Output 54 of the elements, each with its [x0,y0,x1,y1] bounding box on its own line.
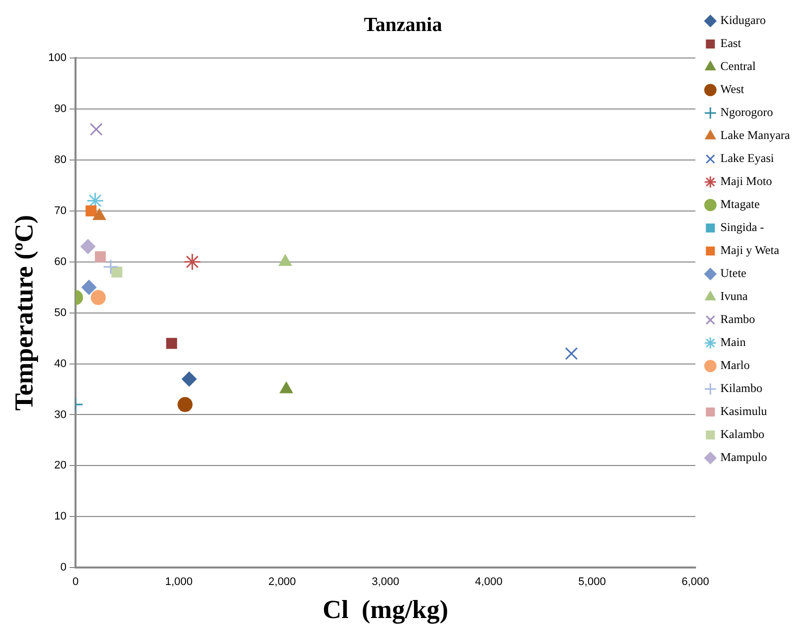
legend-label: Maji Moto [720,174,772,188]
y-tick-label: 20 [54,460,67,472]
legend-label: East [720,36,742,50]
legend-label: Singida - [720,220,764,234]
legend-label: Central [720,59,756,74]
legend-label: Rambo [720,312,756,326]
y-tick-label: 90 [54,102,67,115]
x-tick-label: 5,000 [578,576,606,588]
legend-label: Kidugaro [720,13,766,28]
y-tick-label: 40 [54,358,67,370]
point [111,266,122,278]
legend-label: West [720,82,745,96]
legend-label: Mampulo [720,450,768,464]
legend-label: Main [720,335,746,350]
legend-label: Ngorogoro [720,105,774,120]
y-tick-label: 30 [54,408,67,421]
point [565,347,578,360]
legend-label: Kilambo [720,381,762,396]
point [178,397,193,412]
point [166,338,178,349]
legend-label: Lake Manyara [720,128,791,142]
legend-label: Marlo [720,358,750,372]
point [182,372,197,387]
x-axis-title: Cl (mg/kg) [322,595,448,624]
legend-label: Ivuna [720,289,748,304]
chart-title: Tanzania [364,14,442,36]
point [94,251,106,262]
point [80,239,96,254]
y-tick-label: 60 [54,256,67,268]
legend-label: Lake Eyasi [720,151,775,166]
y-tick-label: 50 [54,306,67,319]
x-tick-label: 3,000 [372,576,400,588]
y-tick-label: 100 [48,52,67,64]
point [81,280,96,295]
x-tick-label: 2,000 [268,576,296,588]
y-tick-label: 70 [54,204,67,217]
point [90,122,103,136]
x-tick-label: 1,000 [165,576,193,588]
x-tick-label: 4,000 [475,576,503,588]
point [102,259,118,275]
legend-label: Kasimulu [720,404,768,418]
x-tick-label: 0 [72,576,79,588]
point [184,253,202,271]
point [86,205,96,216]
y-tick-label: 80 [54,154,67,166]
legend-label: Kalambo [720,427,764,442]
y-axis-title: Temperature (ºC) [9,214,38,411]
y-tick-label: 10 [54,510,67,523]
point [90,290,106,306]
legend-label: Mtagate [720,197,760,212]
y-tick-label: 0 [60,562,67,574]
legend-label: Maji y Weta [720,243,780,258]
x-tick-label: 6,000 [682,576,710,588]
legend-label: Utete [720,266,746,280]
